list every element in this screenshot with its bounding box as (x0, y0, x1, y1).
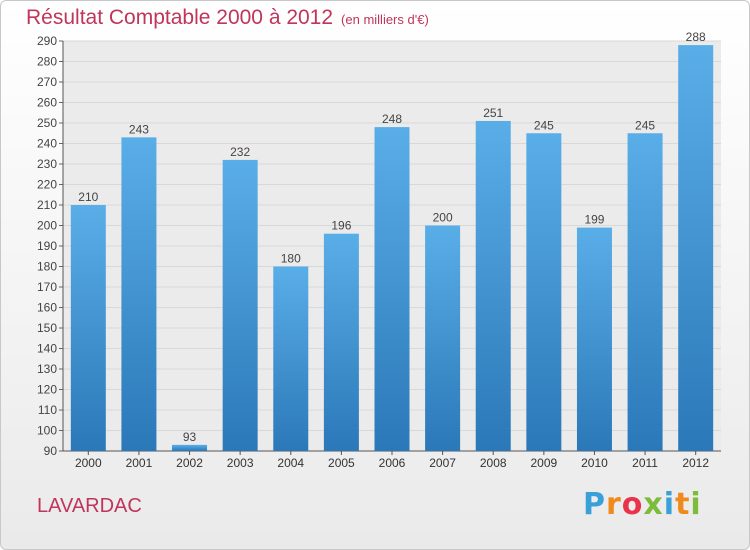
bar (273, 266, 309, 451)
y-tick-label: 200 (37, 219, 57, 233)
data-label: 251 (483, 106, 503, 120)
y-tick-label: 270 (37, 75, 57, 89)
data-label: 93 (183, 430, 197, 444)
logo-letter: t (675, 487, 691, 522)
bar (374, 127, 410, 451)
y-tick-label: 260 (37, 96, 57, 110)
y-tick-label: 240 (37, 137, 57, 151)
y-tick-label: 170 (37, 280, 57, 294)
y-tick-label: 250 (37, 116, 57, 130)
data-label: 288 (686, 30, 706, 44)
chart-subtitle: (en milliers d'€) (341, 12, 429, 27)
bar (678, 45, 714, 451)
y-tick-label: 130 (37, 362, 57, 376)
bar (576, 227, 612, 451)
x-tick-label: 2002 (176, 456, 203, 470)
x-tick-label: 2004 (277, 456, 304, 470)
logo-letter: i (690, 487, 702, 522)
data-label: 232 (230, 145, 250, 159)
data-label: 245 (534, 118, 554, 132)
title-text: Résultat Comptable 2000 à 2012 (26, 6, 334, 29)
x-tick-label: 2007 (429, 456, 456, 470)
commune-name: LAVARDAC (37, 495, 142, 517)
data-label: 199 (584, 213, 604, 227)
bar (627, 133, 663, 451)
chart-title: Résultat Comptable 2000 à 2012 (en millie… (26, 6, 429, 30)
y-tick-label: 140 (37, 342, 57, 356)
data-label: 248 (382, 112, 402, 126)
x-tick-label: 2011 (632, 456, 658, 470)
logo-letter: x (643, 487, 664, 522)
y-tick-label: 210 (37, 198, 57, 212)
data-label: 243 (129, 122, 149, 136)
y-tick-label: 280 (37, 55, 57, 69)
bar (425, 225, 461, 451)
logo-letter: P (583, 487, 606, 522)
bar (121, 137, 157, 451)
bar (323, 233, 359, 451)
y-tick-label: 150 (37, 321, 57, 335)
y-tick-label: 190 (37, 239, 57, 253)
y-tick-label: 90 (44, 444, 58, 458)
data-label: 200 (433, 211, 453, 225)
data-label: 180 (281, 252, 301, 266)
bar (172, 444, 208, 451)
y-tick-label: 290 (37, 34, 57, 48)
x-tick-label: 2000 (75, 456, 102, 470)
y-tick-label: 100 (37, 424, 57, 438)
logo-letter: o (621, 487, 644, 522)
bar (222, 159, 258, 451)
proxiti-logo: Proxiti (583, 487, 702, 522)
x-tick-label: 2006 (379, 456, 406, 470)
y-tick-label: 120 (37, 383, 57, 397)
bar (526, 133, 562, 451)
bar (70, 205, 106, 451)
y-tick-label: 230 (37, 157, 57, 171)
x-tick-label: 2010 (581, 456, 608, 470)
y-tick-label: 110 (38, 403, 57, 417)
x-tick-label: 2008 (480, 456, 507, 470)
x-tick-label: 2005 (328, 456, 355, 470)
data-label: 245 (635, 118, 655, 132)
x-tick-label: 2003 (227, 456, 254, 470)
bar (475, 120, 511, 451)
y-tick-label: 220 (37, 178, 57, 192)
y-tick-label: 160 (37, 301, 57, 315)
y-tick-label: 180 (37, 260, 57, 274)
x-tick-label: 2012 (682, 456, 709, 470)
data-label: 210 (78, 190, 98, 204)
x-tick-label: 2009 (530, 456, 557, 470)
logo-letter: i (663, 487, 676, 522)
data-label: 196 (331, 219, 351, 233)
logo-letter: r (606, 487, 622, 522)
x-tick-label: 2001 (126, 456, 153, 470)
